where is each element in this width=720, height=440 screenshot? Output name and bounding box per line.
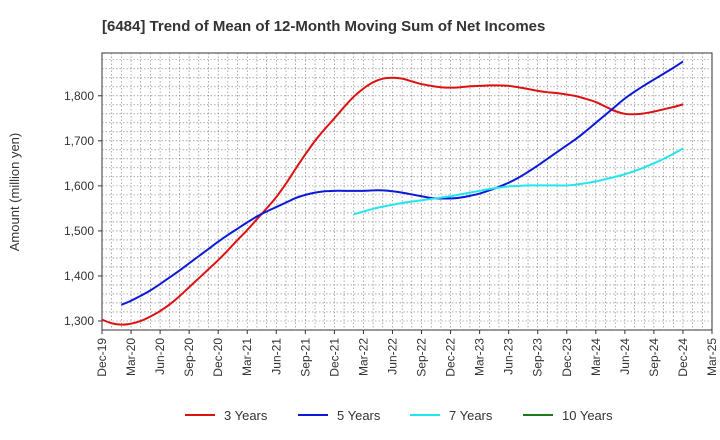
x-tick-label: Sep-24	[647, 338, 661, 377]
x-tick-label: Jun-22	[385, 338, 399, 375]
x-tick-label: Dec-22	[444, 338, 458, 377]
x-tick-label: Mar-24	[589, 338, 603, 376]
series-line-5-years	[120, 60, 684, 306]
series-line-7-years	[353, 147, 684, 216]
x-tick-label: Dec-19	[95, 338, 109, 377]
legend-label: 10 Years	[562, 408, 613, 423]
x-tick-label: Jun-21	[269, 338, 283, 375]
series-lines	[101, 60, 684, 326]
x-tick-label: Sep-23	[531, 338, 545, 377]
y-tick-label: 1,400	[64, 269, 94, 283]
x-tick-label: Mar-25	[705, 338, 719, 376]
plot-area	[101, 52, 713, 331]
legend-label: 5 Years	[337, 408, 381, 423]
legend: 3 Years 5 Years 7 Years 10 Years	[185, 408, 613, 423]
x-tick-label: Mar-21	[240, 338, 254, 376]
x-tick-label: Jun-20	[153, 338, 167, 375]
y-axis-label: Amount (million yen)	[7, 133, 22, 252]
x-tick-label: Mar-20	[124, 338, 138, 376]
x-tick-label: Mar-22	[356, 338, 370, 376]
y-tick-label: 1,800	[64, 89, 94, 103]
x-tick-label: Jun-24	[618, 338, 632, 375]
y-tick-label: 1,500	[64, 224, 94, 238]
y-tick-label: 1,600	[64, 179, 94, 193]
x-tick-label: Sep-21	[298, 338, 312, 377]
x-tick-label: Sep-22	[415, 338, 429, 377]
chart-title: [6484] Trend of Mean of 12-Month Moving …	[102, 18, 545, 35]
y-tick-label: 1,700	[64, 134, 94, 148]
x-tick-label: Mar-23	[473, 338, 487, 376]
x-tick-label: Dec-20	[211, 338, 225, 377]
y-axis: 1,300 1,400 1,500 1,600 1,700 1,800	[64, 89, 102, 328]
x-tick-label: Dec-24	[676, 338, 690, 377]
grid	[102, 53, 712, 330]
x-tick-label: Jun-23	[502, 338, 516, 375]
legend-label: 3 Years	[224, 408, 268, 423]
x-tick-label: Sep-20	[182, 338, 196, 377]
x-tick-label: Dec-23	[560, 338, 574, 377]
legend-label: 7 Years	[449, 408, 493, 423]
x-axis: Dec-19 Mar-20 Jun-20 Sep-20 Dec-20 Mar-21 Jun-…	[95, 330, 719, 377]
x-tick-label: Dec-21	[327, 338, 341, 377]
series-line-3-years	[101, 76, 684, 326]
y-tick-label: 1,300	[64, 314, 94, 328]
